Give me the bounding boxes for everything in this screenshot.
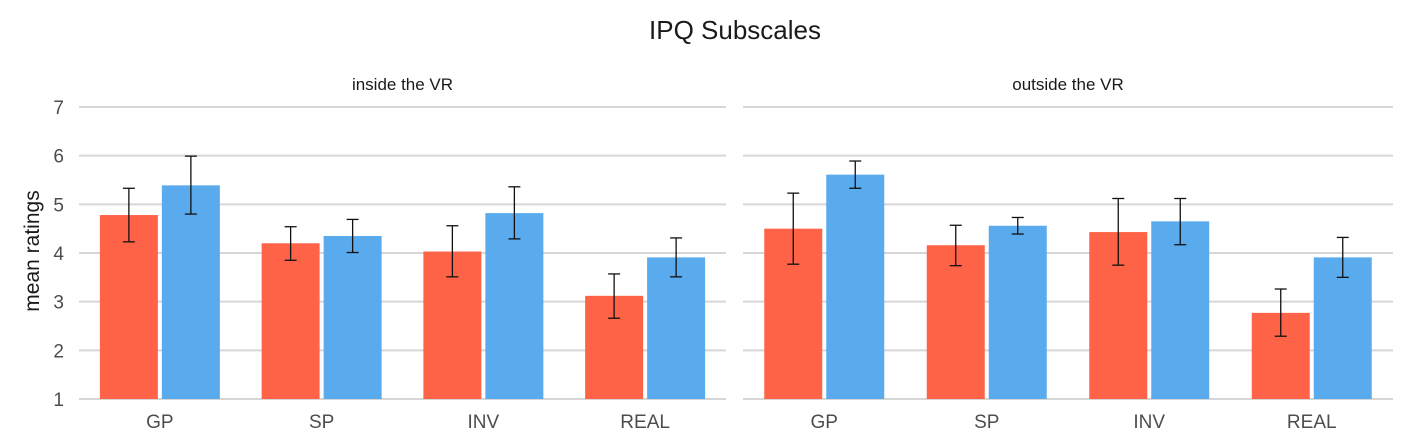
bar [988,225,1047,399]
bar [926,245,985,399]
bar [161,185,220,399]
y-axis-label: mean ratings [21,190,44,311]
bar [99,215,158,399]
x-tick-label: GP [146,412,173,433]
y-tick-label: 7 [53,98,64,119]
x-tick-label: INV [468,412,500,433]
bar [261,243,320,399]
bar [647,257,706,399]
chart-title: IPQ Subscales [649,15,821,45]
x-tick-label: REAL [1287,412,1337,433]
bar [323,235,382,399]
y-tick-label: 1 [53,390,64,411]
plot-area: 1 2 3 4 5 6 7 inside the VR GP SP INV REAL outside t… [53,75,1393,433]
y-tick-label: 4 [53,244,64,265]
facet-label: outside the VR [1012,75,1124,94]
x-tick-label: GP [811,412,838,433]
x-tick-label: SP [309,412,334,433]
bar [1313,257,1372,399]
y-tick-label: 5 [53,195,64,216]
facet-label: inside the VR [352,75,453,94]
x-tick-label: INV [1133,412,1165,433]
y-tick-label: 3 [53,293,64,314]
y-tick-label: 6 [53,147,64,168]
bar [485,213,544,399]
bar [826,174,885,399]
x-tick-label: REAL [620,412,670,433]
bar [1151,221,1210,399]
y-tick-label: 2 [53,341,64,362]
x-tick-label: SP [974,412,999,433]
